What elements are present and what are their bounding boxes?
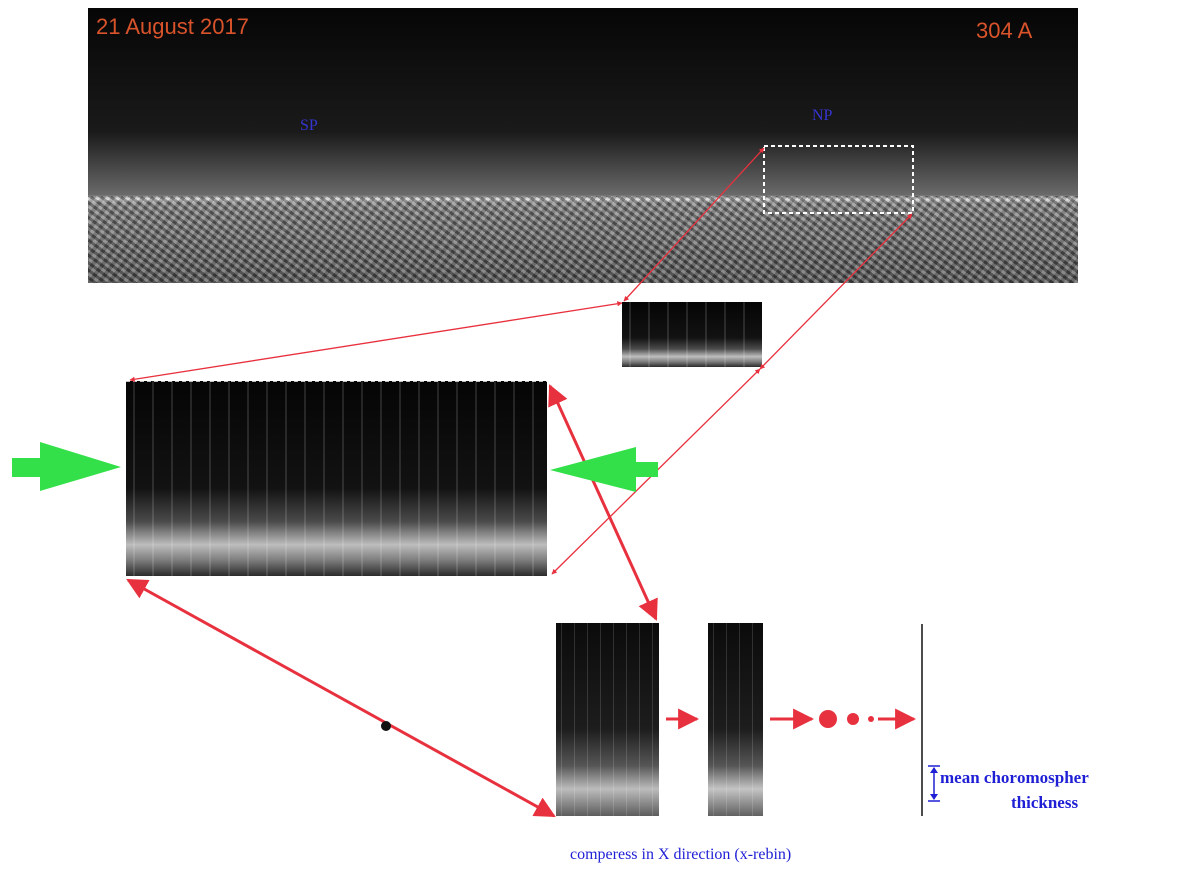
ellipsis-dot-small (868, 716, 874, 722)
selection-box (763, 145, 914, 214)
figure-caption: comperess in X direction (x-rebin) (570, 846, 792, 863)
date-label: 21 August 2017 (96, 14, 249, 39)
spicule-texture (556, 623, 659, 816)
green-arrow-right (12, 442, 121, 491)
compressed-panel-2 (708, 623, 763, 816)
guide-line (759, 213, 913, 370)
double-arrow (548, 384, 658, 621)
guide-line (623, 147, 765, 302)
cropped-region-thumbnail (622, 302, 762, 367)
thickness-annotation-line1: mean chorοmospher (940, 768, 1089, 787)
compressed-panel-1 (556, 623, 659, 816)
guide-line (129, 301, 623, 382)
thickness-bracket (928, 765, 940, 802)
ellipsis-dot-large (819, 710, 837, 728)
spicule-texture (708, 623, 763, 816)
zoomed-region-panel (126, 381, 547, 576)
south-pole-label: SP (300, 117, 318, 134)
spicule-texture (622, 302, 762, 367)
double-arrow (126, 578, 556, 818)
north-pole-label: NP (812, 107, 833, 124)
thickness-annotation-line2: thickness (1011, 793, 1079, 812)
wavelength-label: 304 A (976, 18, 1033, 43)
ellipsis-dot-medium (847, 713, 859, 725)
spicule-texture (126, 381, 547, 576)
green-arrow-left (550, 447, 658, 492)
midpoint-dot (381, 721, 391, 731)
